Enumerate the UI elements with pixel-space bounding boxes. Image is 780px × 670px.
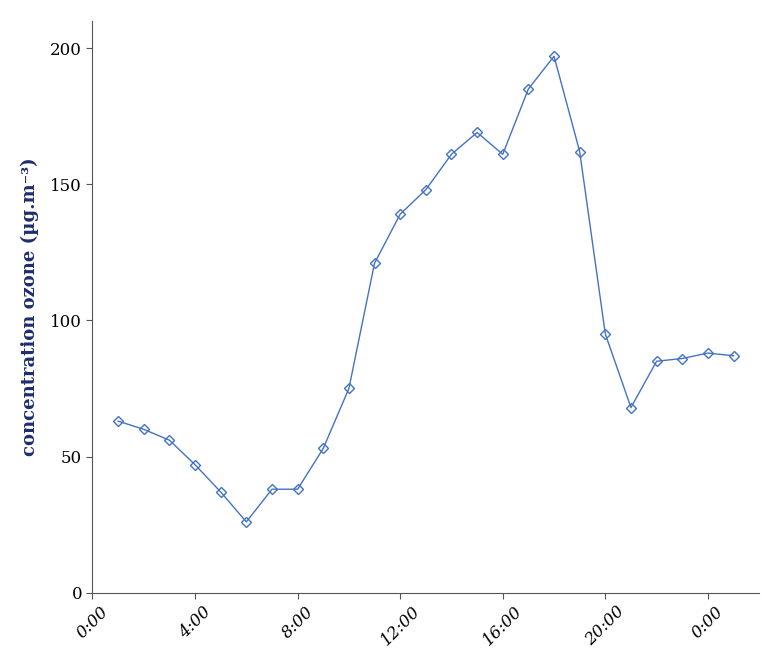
Y-axis label: concentration ozone (µg.m⁻³): concentration ozone (µg.m⁻³) [21, 157, 39, 456]
